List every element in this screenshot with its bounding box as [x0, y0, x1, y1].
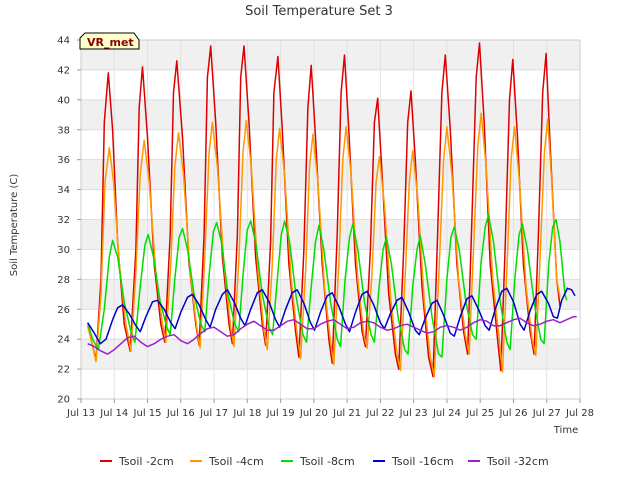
legend-label: Tsoil -16cm: [391, 455, 454, 468]
y-tick-label: 20: [57, 395, 70, 406]
x-tick-label: Jul 27: [532, 408, 561, 419]
series-line-tsoil-32cm: [87, 315, 577, 355]
legend-item: Tsoil -16cm: [373, 455, 454, 468]
plot-band: [81, 159, 580, 190]
x-tick-label: Jul 22: [365, 408, 394, 419]
y-tick-label: 44: [57, 36, 70, 47]
y-tick-label: 36: [57, 155, 70, 166]
legend: Tsoil -2cm Tsoil -4cm Tsoil -8cm Tsoil -16c…: [100, 455, 549, 468]
chart-title: Soil Temperature Set 3: [245, 4, 393, 19]
x-tick-label: Jul 25: [465, 408, 494, 419]
x-tick-label: Jul 28: [565, 408, 594, 419]
series-lines: [86, 42, 577, 378]
x-tick-label: Jul 21: [332, 408, 361, 419]
series-line-tsoil-16cm: [87, 287, 576, 345]
y-axis-label: Soil Temperature (C): [9, 174, 20, 277]
x-tick-label: Jul 19: [266, 408, 295, 419]
legend-item: Tsoil -2cm: [100, 455, 174, 468]
legend-label: Tsoil -8cm: [299, 455, 355, 468]
plot-band: [81, 219, 580, 250]
y-axis-ticks: 20 22 24 26 28 30 32 34 36 38 40 42 44: [57, 36, 81, 406]
legend-item: Tsoil -4cm: [190, 455, 264, 468]
x-tick-label: Jul 23: [399, 408, 428, 419]
x-tick-label: Jul 14: [99, 408, 128, 419]
legend-item: Tsoil -32cm: [468, 455, 549, 468]
y-tick-label: 22: [57, 365, 70, 376]
x-tick-label: Jul 20: [299, 408, 328, 419]
y-tick-label: 42: [57, 65, 70, 76]
x-tick-label: Jul 18: [232, 408, 261, 419]
station-tag: VR_met: [79, 32, 140, 50]
x-tick-label: Jul 17: [199, 408, 228, 419]
x-axis-ticks: Jul 13 Jul 14 Jul 15 Jul 16 Jul 17 Jul 18 Jul …: [66, 399, 594, 419]
y-tick-label: 38: [57, 125, 70, 136]
x-tick-label: Jul 15: [133, 408, 162, 419]
y-tick-label: 32: [57, 215, 70, 226]
x-tick-label: Jul 26: [498, 408, 527, 419]
x-axis-label: Time: [553, 425, 578, 436]
y-tick-label: 24: [57, 335, 70, 346]
y-tick-label: 28: [57, 275, 70, 286]
y-tick-label: 30: [57, 245, 70, 256]
station-tag-box: [79, 32, 140, 50]
plot-band: [81, 40, 580, 70]
x-tick-label: Jul 16: [166, 408, 195, 419]
legend-item: Tsoil -8cm: [281, 455, 355, 468]
x-tick-label: Jul 24: [432, 408, 461, 419]
y-tick-label: 40: [57, 95, 70, 106]
legend-label: Tsoil -2cm: [118, 455, 174, 468]
legend-label: Tsoil -32cm: [486, 455, 549, 468]
plot-band: [81, 99, 580, 130]
station-tag-text: VR_met: [87, 36, 134, 49]
y-tick-label: 34: [57, 185, 70, 196]
x-tick-label: Jul 13: [66, 408, 95, 419]
legend-label: Tsoil -4cm: [208, 455, 264, 468]
y-tick-label: 26: [57, 305, 70, 316]
series-line-tsoil-4cm: [86, 112, 561, 378]
